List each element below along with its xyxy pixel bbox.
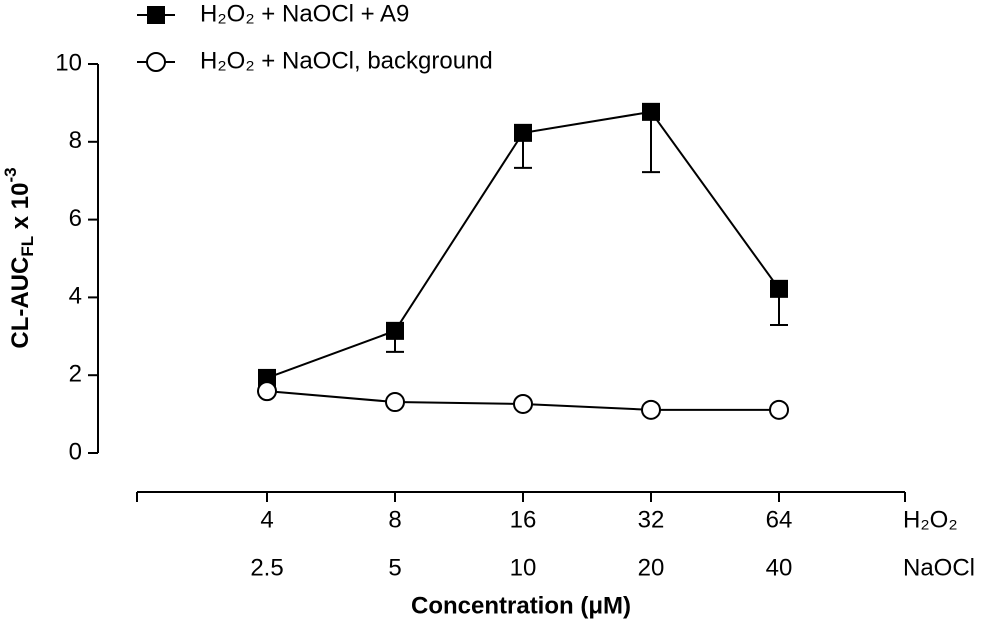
- x-tick-label: 4: [260, 506, 273, 533]
- data-point: [642, 102, 660, 121]
- error-bar: [642, 111, 660, 174]
- data-point: [385, 392, 405, 413]
- legend-label: H₂O₂ + NaOCl + A9: [200, 0, 409, 27]
- x-tick-label-2: 2.5: [250, 554, 283, 581]
- data-point: [770, 279, 788, 298]
- x-tick-label-2: 5: [388, 554, 401, 581]
- x-tick-label-2: 20: [638, 554, 665, 581]
- y-label-sub: FL: [18, 236, 37, 257]
- data-point: [257, 381, 277, 402]
- x-tick-label: 32: [638, 506, 665, 533]
- y-axis-label: CL-AUCFL x 10-3: [1, 167, 37, 348]
- y-tick-label: 0: [69, 438, 82, 465]
- y-tick-label: 6: [69, 205, 82, 232]
- x-tick-label-2: 40: [766, 554, 793, 581]
- data-point: [769, 399, 789, 420]
- y-tick-label: 2: [69, 361, 82, 388]
- x-tick-label-2: 10: [510, 554, 537, 581]
- x-tick-label: 16: [510, 506, 537, 533]
- data-point: [514, 123, 532, 142]
- y-label-mid: x 10: [7, 182, 34, 235]
- y-label-sup: -3: [1, 167, 20, 182]
- legend-marker: [146, 52, 166, 72]
- y-tick-label: 10: [55, 49, 82, 76]
- data-point: [513, 393, 533, 414]
- x-axis-label: Concentration (μM): [411, 592, 631, 619]
- x-tick-label: 64: [766, 506, 793, 533]
- y-tick-label: 8: [69, 127, 82, 154]
- data-point: [641, 399, 661, 420]
- y-label-base: CL-AUC: [7, 257, 34, 349]
- x-tick-label: 8: [388, 506, 401, 533]
- row-label: H₂O₂: [903, 506, 958, 533]
- row-label: NaOCl: [903, 554, 975, 581]
- legend-marker: [147, 6, 165, 24]
- legend-label: H₂O₂ + NaOCl, background: [200, 47, 493, 74]
- data-point: [386, 321, 404, 340]
- y-tick-label: 4: [69, 283, 82, 310]
